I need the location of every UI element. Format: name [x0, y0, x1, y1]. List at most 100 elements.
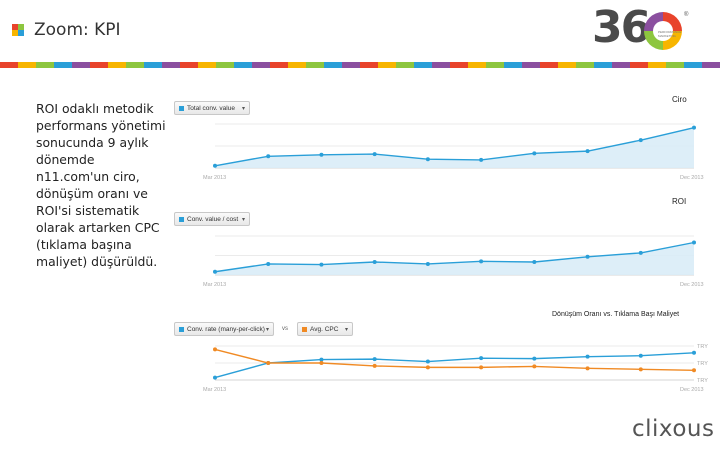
stripe-segment: [18, 62, 36, 68]
data-point: [213, 269, 217, 274]
page-header: Zoom: KPI: [12, 20, 121, 40]
stripe-segment: [666, 62, 684, 68]
data-point: [372, 152, 377, 157]
data-point: [692, 125, 696, 130]
data-point: [319, 262, 324, 267]
chevron-down-icon: ▾: [241, 105, 245, 112]
logo-subtitle: PERFORMANCE MARKETING: [658, 30, 682, 38]
series-line: [214, 352, 695, 379]
y-tick-label: TRY: [697, 344, 708, 350]
area-fill: [215, 242, 694, 275]
data-point: [213, 163, 217, 168]
data-point: [479, 157, 484, 162]
logo-ring-center: [653, 21, 673, 41]
data-point: [638, 250, 643, 255]
metric-selector-conv-value-cost[interactable]: Conv. value / cost ▾: [174, 212, 250, 226]
bullet-square-blue: [18, 30, 24, 36]
stripe-segment: [252, 62, 270, 68]
stripe-segment: [234, 62, 252, 68]
logo-registered-mark: ®: [684, 12, 689, 18]
stripe-segment: [288, 62, 306, 68]
metric-selector-label: Conv. value / cost: [187, 215, 239, 223]
chevron-down-icon: ▾: [241, 216, 245, 223]
data-point: [692, 350, 696, 355]
stripe-segment: [432, 62, 450, 68]
data-point: [479, 365, 484, 370]
series-swatch: [179, 105, 184, 111]
stripe-segment: [180, 62, 198, 68]
stripe-segment: [630, 62, 648, 68]
stripe-segment: [324, 62, 342, 68]
vs-label: vs: [282, 326, 288, 332]
data-point: [425, 365, 430, 370]
series-swatch: [179, 216, 184, 222]
series-line: [214, 348, 695, 371]
data-point: [372, 363, 377, 368]
stripe-segment: [162, 62, 180, 68]
data-point: [532, 151, 537, 156]
chart-roi: Mar 2013 Dec 2013: [203, 235, 704, 288]
chart-label-roi: ROI: [672, 197, 687, 206]
metric-selector-conv-rate[interactable]: Conv. rate (many-per-click) ▾: [174, 322, 274, 336]
area-fill: [215, 127, 694, 168]
data-point: [532, 356, 537, 361]
data-point: [532, 364, 537, 369]
x-tick-label: Dec 2013: [680, 282, 704, 288]
brand-logo-360: 36 PERFORMANCE MARKETING ®: [592, 2, 692, 56]
stripe-segment: [540, 62, 558, 68]
data-point: [638, 138, 643, 143]
metric-selector-avg-cpc[interactable]: Avg. CPC ▾: [297, 322, 353, 336]
x-tick-label: Dec 2013: [680, 175, 704, 181]
stripe-segment: [522, 62, 540, 68]
x-tick-label: Mar 2013: [203, 175, 226, 181]
series-swatch: [179, 326, 184, 332]
stripe-segment: [198, 62, 216, 68]
data-point: [319, 361, 324, 365]
metric-selector-total-conv-value[interactable]: Total conv. value ▾: [174, 101, 250, 115]
data-point: [213, 375, 217, 380]
chevron-down-icon: ▾: [344, 326, 348, 333]
data-point: [372, 357, 377, 362]
stripe-segment: [54, 62, 72, 68]
data-point: [532, 260, 537, 264]
data-point: [585, 366, 590, 371]
stripe-segment: [396, 62, 414, 68]
data-point: [266, 261, 271, 266]
metric-selector-label: Total conv. value: [187, 104, 235, 112]
stripe-segment: [648, 62, 666, 68]
summary-text: ROI odaklı metodik performans yönetimi s…: [36, 101, 166, 269]
stripe-segment: [684, 62, 702, 68]
page-title: Zoom: KPI: [34, 20, 121, 40]
stripe-segment: [486, 62, 504, 68]
stripe-segment: [144, 62, 162, 68]
data-point: [266, 361, 271, 365]
data-point: [479, 356, 484, 361]
series-swatch: [302, 326, 307, 332]
data-point: [585, 254, 590, 259]
data-point: [425, 261, 430, 266]
chart-conv-rate-vs-cpc: Mar 2013 Dec 2013 TRY TRY TRY: [203, 344, 708, 393]
stripe-segment: [0, 62, 18, 68]
stripe-segment: [126, 62, 144, 68]
stripe-segment: [108, 62, 126, 68]
stripe-segment: [72, 62, 90, 68]
data-point: [213, 347, 217, 352]
data-point: [692, 240, 696, 245]
data-point: [585, 149, 590, 154]
stripe-segment: [90, 62, 108, 68]
header-color-stripe: [0, 62, 720, 68]
data-point: [319, 357, 324, 362]
data-point: [319, 152, 324, 157]
stripe-segment: [612, 62, 630, 68]
data-point: [585, 354, 590, 359]
x-tick-label: Mar 2013: [203, 387, 226, 393]
data-point: [692, 368, 696, 373]
chart-label-conv-rate-vs-cpc: Dönüşüm Oranı vs. Tıklama Başı Maliyet: [552, 311, 680, 318]
stripe-segment: [414, 62, 432, 68]
data-point: [425, 157, 430, 162]
footer-logo-clixous: clixous: [632, 416, 715, 442]
stripe-segment: [594, 62, 612, 68]
stripe-segment: [36, 62, 54, 68]
x-tick-label: Dec 2013: [680, 387, 704, 393]
stripe-segment: [216, 62, 234, 68]
